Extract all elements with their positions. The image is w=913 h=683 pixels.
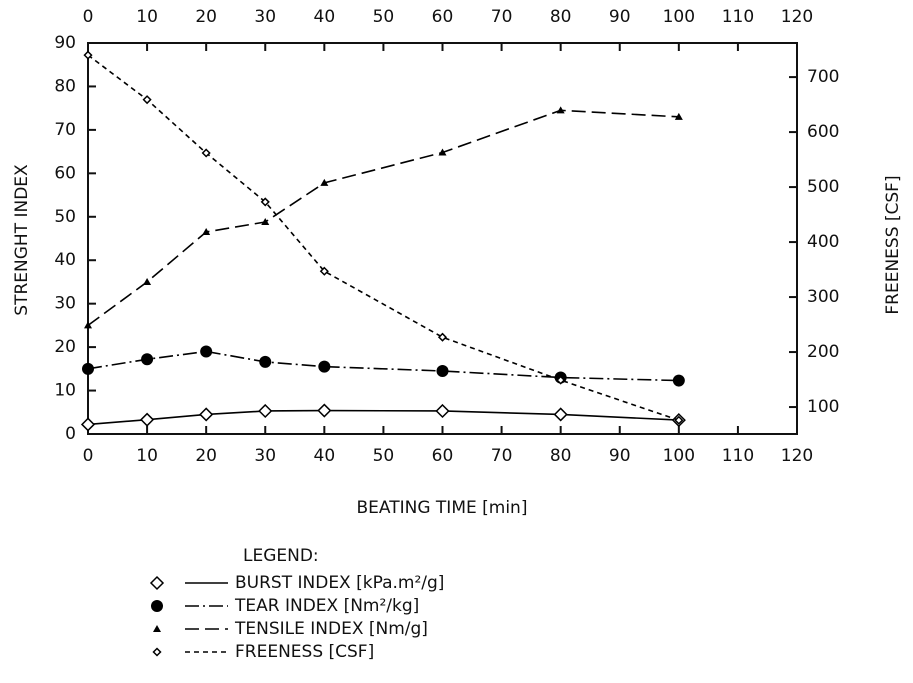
x-top-tick-label: 120 [781,7,813,27]
marker [201,148,211,158]
marker [436,365,449,378]
series-line [87,409,679,426]
marker [438,148,447,156]
marker [259,355,272,368]
marker [318,360,331,373]
x-tick-label: 110 [722,446,754,466]
series-line [87,350,679,382]
y2-tick-label: 500 [807,177,839,197]
x-tick-label: 50 [373,446,395,466]
y2-tick-label: 300 [807,287,839,307]
marker [258,403,273,419]
x-top-tick-label: 100 [663,7,695,27]
y-tick-label: 0 [65,424,76,444]
y2-tick-label: 200 [807,342,839,362]
x-axis-label: BEATING TIME [min] [357,498,528,518]
legend-label: TENSILE INDEX [Nm/g] [234,619,428,639]
x-tick-label: 70 [491,446,513,466]
y2-tick-label: 600 [807,122,839,142]
y2-tick-label: 400 [807,232,839,252]
marker [320,178,329,186]
legend-marker [153,625,161,632]
marker [435,403,450,419]
legend-label: TEAR INDEX [Nm²/kg] [234,596,419,616]
legend-marker [151,600,163,612]
y-tick-label: 60 [54,163,76,183]
y-tick-label: 30 [54,294,76,314]
marker [199,407,214,422]
marker [84,321,92,329]
marker [556,375,566,385]
x-tick-label: 60 [432,446,454,466]
marker [672,374,685,387]
marker [553,407,568,422]
marker [437,332,448,342]
marker [82,362,94,375]
legend-marker [149,575,165,591]
x-top-tick-label: 0 [83,7,94,27]
y-tick-label: 20 [54,337,76,357]
x-tick-label: 40 [314,446,336,466]
x-top-tick-label: 90 [609,7,631,27]
legend-marker [152,647,162,657]
y2-tick-label: 100 [807,397,839,417]
x-top-tick-label: 30 [254,7,276,27]
x-top-tick-label: 110 [722,7,754,27]
marker [140,412,155,427]
x-top-tick-label: 20 [195,7,217,27]
x-tick-label: 10 [136,446,158,466]
marker [674,112,683,120]
y-tick-label: 80 [54,76,76,96]
x-top-tick-label: 60 [432,7,454,27]
marker [556,106,565,114]
x-tick-label: 30 [254,446,276,466]
x-top-tick-label: 40 [314,7,336,27]
marker [317,403,332,418]
y-tick-label: 90 [54,33,76,53]
marker [674,415,684,425]
y-tick-label: 10 [54,381,76,401]
marker [83,50,93,60]
marker [319,266,329,276]
x-top-tick-label: 10 [136,7,158,27]
x-tick-label: 20 [195,446,217,466]
marker [260,197,270,207]
marker [202,227,211,235]
marker [80,417,96,432]
x-tick-label: 120 [781,446,813,466]
x-tick-label: 100 [663,446,695,466]
y-axis-label: STRENGHT INDEX [12,164,32,316]
legend-label: FREENESS [CSF] [235,642,374,662]
marker [143,277,152,285]
x-tick-label: 0 [83,446,94,466]
marker [200,345,213,358]
y2-tick-label: 700 [807,67,839,87]
series-line [87,54,680,422]
marker [261,217,270,225]
y-tick-label: 40 [54,250,76,270]
x-top-tick-label: 50 [373,7,395,27]
y2-axis-label: FREENESS [CSF] [883,175,903,314]
legend-label: BURST INDEX [kPa.m²/g] [235,573,444,593]
legend-title: LEGEND: [243,546,319,566]
x-tick-label: 90 [609,446,631,466]
marker [142,95,152,105]
series-line [87,109,679,327]
x-top-tick-label: 70 [491,7,513,27]
y-tick-label: 50 [54,207,76,227]
y-tick-label: 70 [54,120,76,140]
x-tick-label: 80 [550,446,572,466]
marker [141,353,154,366]
x-top-tick-label: 80 [550,7,572,27]
